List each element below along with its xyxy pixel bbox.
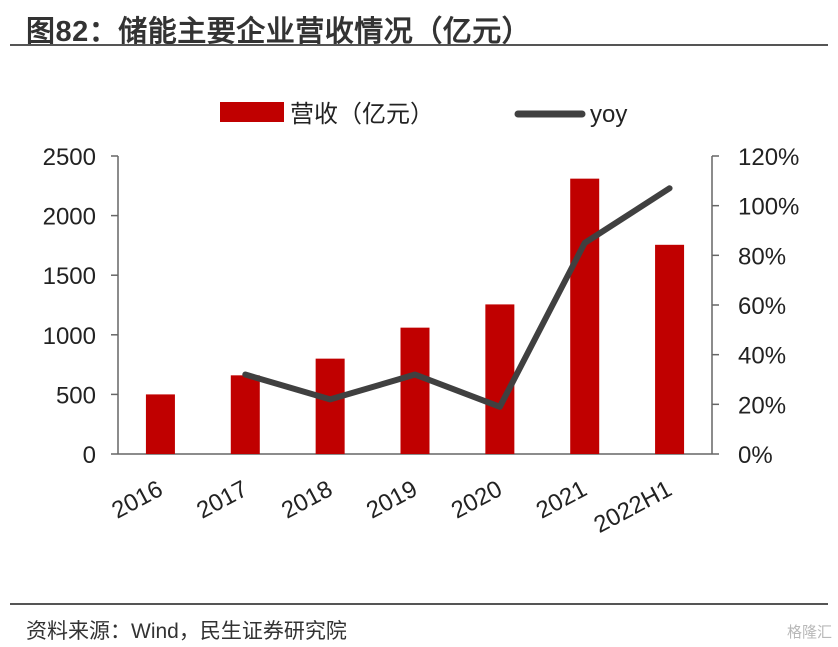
bar-series: [145, 178, 685, 454]
yoy-line: [242, 185, 673, 410]
source-note: 资料来源：Wind，民生证券研究院: [26, 620, 347, 643]
right-tick-label: 100%: [738, 194, 799, 221]
left-tick-label: 1500: [43, 263, 96, 290]
revenue-bar: [655, 244, 685, 454]
x-tick-label: 2017: [192, 475, 252, 524]
watermark: 格隆汇: [786, 624, 832, 641]
right-tick-label: 20%: [738, 392, 786, 419]
chart-legend: 营收（亿元） yoy: [220, 101, 627, 128]
x-tick-label: 2021: [532, 475, 592, 524]
source-divider: [10, 603, 828, 605]
right-tick-label: 40%: [738, 343, 786, 370]
yoy-series: [242, 185, 673, 410]
right-tick-label: 120%: [738, 144, 799, 171]
left-tick-label: 2500: [43, 144, 96, 171]
revenue-bar: [145, 394, 175, 454]
legend-bar-swatch: [220, 102, 284, 122]
left-axis-labels: 0 500 1000 1500 2000 2500: [43, 144, 96, 469]
left-tick-label: 0: [83, 442, 96, 469]
left-tick-label: 2000: [43, 204, 96, 231]
legend-line-label: yoy: [590, 101, 627, 128]
x-tick-label: 2022H1: [589, 475, 676, 538]
x-tick-label: 2016: [107, 475, 167, 524]
right-tick-label: 80%: [738, 243, 786, 270]
x-tick-label: 2018: [277, 475, 337, 524]
right-tick-label: 60%: [738, 293, 786, 320]
x-tick-label: 2020: [447, 475, 507, 524]
figure-title: 图82：储能主要企业营收情况（亿元）: [26, 16, 532, 48]
right-axis-labels: 0% 20% 40% 60% 80% 100% 120%: [738, 144, 799, 469]
x-tick-label: 2019: [362, 475, 422, 524]
revenue-bar: [315, 358, 345, 454]
revenue-bar: [230, 375, 260, 454]
left-tick-label: 500: [56, 382, 96, 409]
title-divider: [10, 44, 828, 46]
revenue-bar: [485, 304, 515, 454]
left-tick-label: 1000: [43, 323, 96, 350]
revenue-bar: [400, 327, 430, 454]
revenue-bar: [570, 178, 600, 454]
right-tick-label: 0%: [738, 442, 773, 469]
legend-bar-label: 营收（亿元）: [290, 101, 434, 128]
